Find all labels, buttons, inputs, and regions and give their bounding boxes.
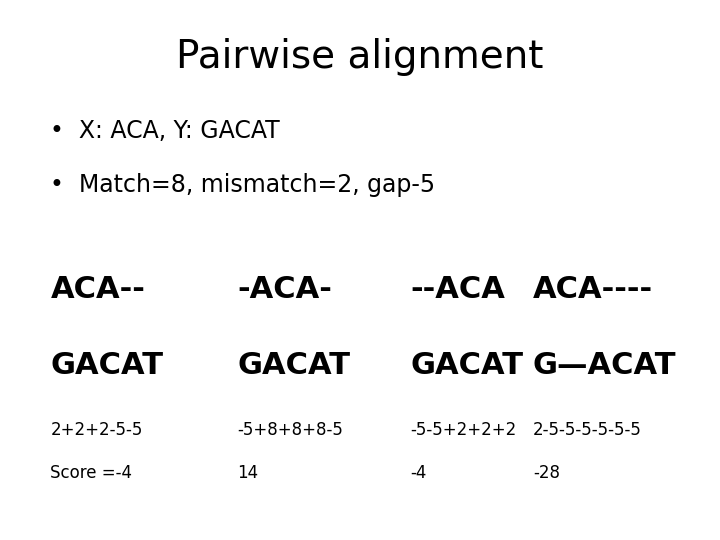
Text: -5-5+2+2+2: -5-5+2+2+2: [410, 421, 517, 439]
Text: •  X: ACA, Y: GACAT: • X: ACA, Y: GACAT: [50, 119, 280, 143]
Text: -4: -4: [410, 464, 427, 482]
Text: ACA--: ACA--: [50, 275, 145, 305]
Text: -28: -28: [533, 464, 560, 482]
Text: -5+8+8+8-5: -5+8+8+8-5: [238, 421, 343, 439]
Text: --ACA: --ACA: [410, 275, 505, 305]
Text: GACAT: GACAT: [50, 351, 163, 380]
Text: 14: 14: [238, 464, 258, 482]
Text: Score =-4: Score =-4: [50, 464, 132, 482]
Text: 2-5-5-5-5-5-5: 2-5-5-5-5-5-5: [533, 421, 642, 439]
Text: GACAT: GACAT: [410, 351, 523, 380]
Text: -ACA-: -ACA-: [238, 275, 333, 305]
Text: 2+2+2-5-5: 2+2+2-5-5: [50, 421, 143, 439]
Text: •  Match=8, mismatch=2, gap-5: • Match=8, mismatch=2, gap-5: [50, 173, 436, 197]
Text: GACAT: GACAT: [238, 351, 351, 380]
Text: ACA----: ACA----: [533, 275, 653, 305]
Text: G—ACAT: G—ACAT: [533, 351, 676, 380]
Text: Pairwise alignment: Pairwise alignment: [176, 38, 544, 76]
